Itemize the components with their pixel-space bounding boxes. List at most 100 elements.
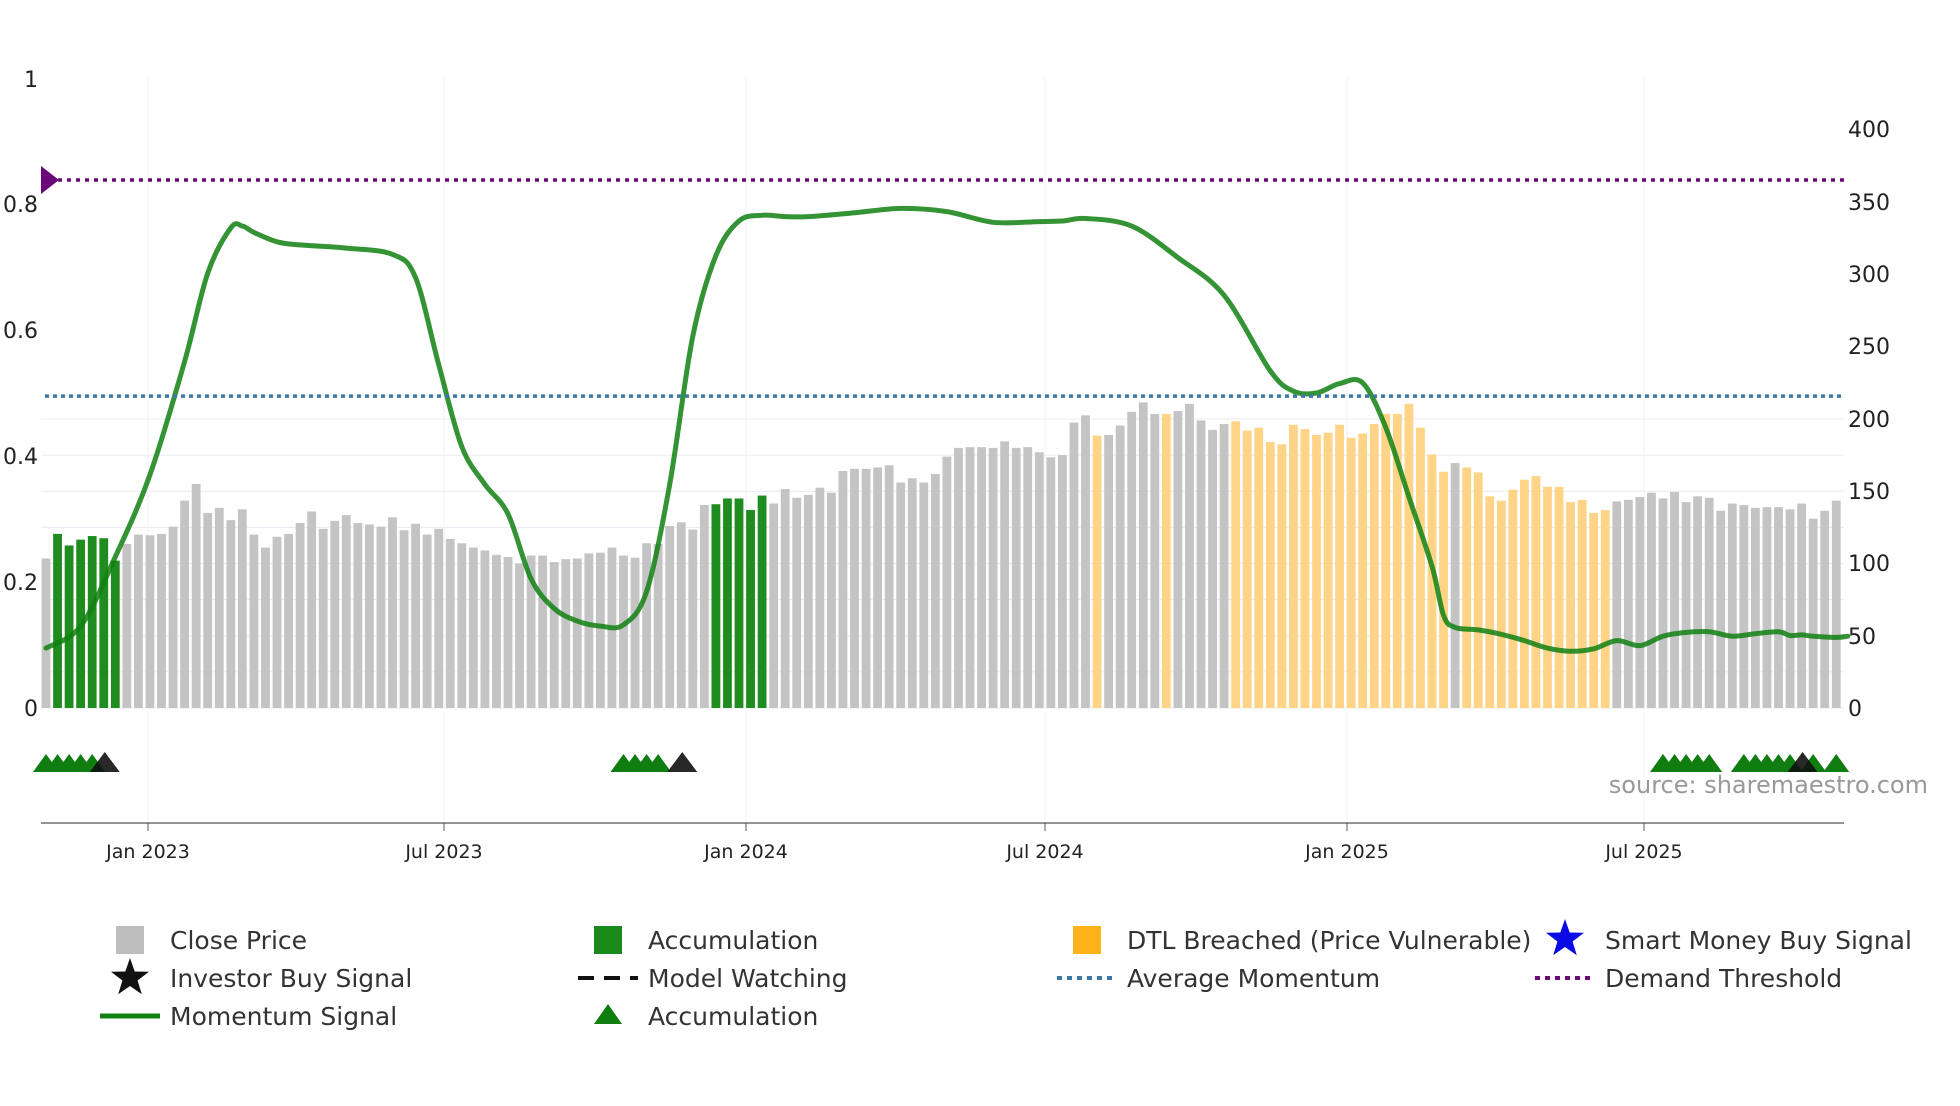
left-tick-label: 1 — [24, 68, 38, 93]
close-price-bar — [284, 533, 293, 708]
close-price-bar — [1138, 402, 1148, 708]
accumulation-bar — [746, 510, 755, 708]
close-price-bar — [307, 511, 317, 708]
right-tick-label: 200 — [1848, 408, 1890, 433]
left-tick-label: 0.4 — [3, 445, 38, 470]
close-price-bar — [1693, 496, 1703, 708]
close-price-bar — [1774, 507, 1783, 708]
close-price-bar — [272, 536, 282, 708]
dtl-breached-bar — [1392, 413, 1402, 708]
right-tick-label: 0 — [1848, 697, 1862, 722]
close-price-bar — [1751, 507, 1760, 708]
dtl-breached-bar — [1508, 489, 1518, 708]
close-price-bar — [353, 523, 363, 708]
close-price-bar — [884, 465, 894, 708]
investor-buy-marker — [667, 752, 698, 772]
dtl-breached-bar — [1277, 444, 1287, 708]
dtl-breached-bar — [1577, 499, 1587, 708]
x-axis: Jan 2023 Jul 2023 Jan 2024 Jul 2024 Jan … — [105, 823, 1683, 863]
legend-item-dtl-breached: DTL Breached (Price Vulnerable) — [1073, 926, 1531, 955]
accumulation-marker — [1696, 754, 1723, 772]
close-price-bar — [1785, 509, 1795, 708]
close-price-bar — [827, 492, 836, 708]
close-price-bar — [769, 503, 779, 708]
investor-buy-marker — [1787, 752, 1818, 772]
left-axis: 0 0.2 0.4 0.6 0.8 1 — [3, 68, 38, 722]
close-price-bar — [572, 558, 582, 708]
close-price-bar — [214, 507, 224, 708]
close-price-bar — [780, 489, 790, 708]
legend-item-model-watching: Model Watching — [578, 964, 848, 993]
close-price-bar — [1635, 497, 1645, 708]
dtl-breached-bar — [1254, 427, 1264, 708]
close-price-bar — [41, 558, 51, 708]
close-price-bar — [1647, 492, 1656, 708]
close-price-bar — [237, 509, 247, 708]
x-tick-label: Jul 2023 — [404, 841, 482, 863]
legend-item-momentum-signal: Momentum Signal — [100, 1002, 397, 1031]
x-tick-label: Jan 2025 — [1304, 841, 1389, 863]
dtl-breached-bar — [1300, 429, 1310, 708]
close-price-bar — [1011, 447, 1021, 708]
close-price-bar — [503, 557, 513, 708]
close-price-bar — [1115, 425, 1125, 708]
close-price-bar — [688, 529, 698, 708]
legend-label: Accumulation — [648, 1002, 818, 1031]
dtl-breached-bar — [1404, 403, 1414, 708]
dtl-breached-bar — [1496, 500, 1506, 708]
left-tick-label: 0.8 — [3, 193, 38, 218]
close-price-bar — [1797, 503, 1806, 708]
accumulation-swatch — [594, 926, 622, 954]
close-price-bar — [1739, 504, 1749, 708]
legend-label: Momentum Signal — [170, 1002, 397, 1031]
accumulation-bar — [757, 495, 767, 708]
close-price-bar — [1127, 411, 1137, 708]
right-tick-label: 350 — [1848, 191, 1890, 216]
dtl-breached-bar — [1335, 424, 1344, 708]
legend-label: Smart Money Buy Signal — [1605, 926, 1912, 955]
close-price-bar — [1450, 463, 1460, 708]
close-price-bar — [1681, 502, 1691, 708]
x-tick-label: Jan 2023 — [105, 841, 190, 863]
close-price-bar — [1658, 498, 1668, 708]
left-tick-label: 0.6 — [3, 319, 38, 344]
close-price-bar — [1150, 413, 1160, 708]
close-price-bar — [318, 528, 328, 708]
left-tick-label: 0 — [24, 697, 38, 722]
close-price-bar — [1208, 429, 1217, 708]
close-price-bar — [1612, 501, 1622, 708]
close-price-bar — [665, 525, 675, 708]
close-price-bar — [1069, 422, 1079, 708]
close-price-bar — [1820, 510, 1830, 708]
legend-item-accumulation-bar: Accumulation — [594, 926, 818, 955]
demand-threshold-marker — [41, 166, 59, 195]
close-price-bar — [191, 484, 201, 708]
dtl-breached-bar — [1289, 424, 1298, 708]
x-tick-label: Jul 2024 — [1005, 841, 1083, 863]
close-price-bar — [1000, 441, 1010, 708]
dtl-breached-bar — [1092, 435, 1102, 708]
legend-label: Average Momentum — [1127, 964, 1380, 993]
investor-star-icon — [111, 958, 149, 995]
close-price-bar — [1716, 510, 1726, 708]
close-price-bar — [226, 520, 236, 708]
smart-money-star-icon — [1546, 919, 1584, 956]
close-price-bar — [480, 550, 490, 708]
dtl-breached-bar — [1531, 476, 1541, 708]
close-price-bar — [873, 467, 882, 708]
close-price-bar — [1727, 503, 1737, 708]
momentum-signal-line — [43, 205, 1851, 654]
close-price-bar — [850, 468, 859, 708]
close-price-bar — [180, 500, 189, 708]
accumulation-bar — [711, 504, 721, 708]
close-price-bar — [411, 523, 420, 708]
dtl-breached-bar — [1589, 512, 1599, 708]
close-price-bar — [1219, 424, 1229, 708]
close-price-bar — [1623, 499, 1633, 708]
close-price-bar — [1081, 415, 1090, 708]
close-price-bar — [907, 478, 917, 708]
dtl-breached-bar — [1265, 442, 1275, 708]
close-price-bar — [157, 533, 166, 708]
right-tick-label: 400 — [1848, 118, 1890, 143]
close-price-bar — [388, 517, 397, 708]
